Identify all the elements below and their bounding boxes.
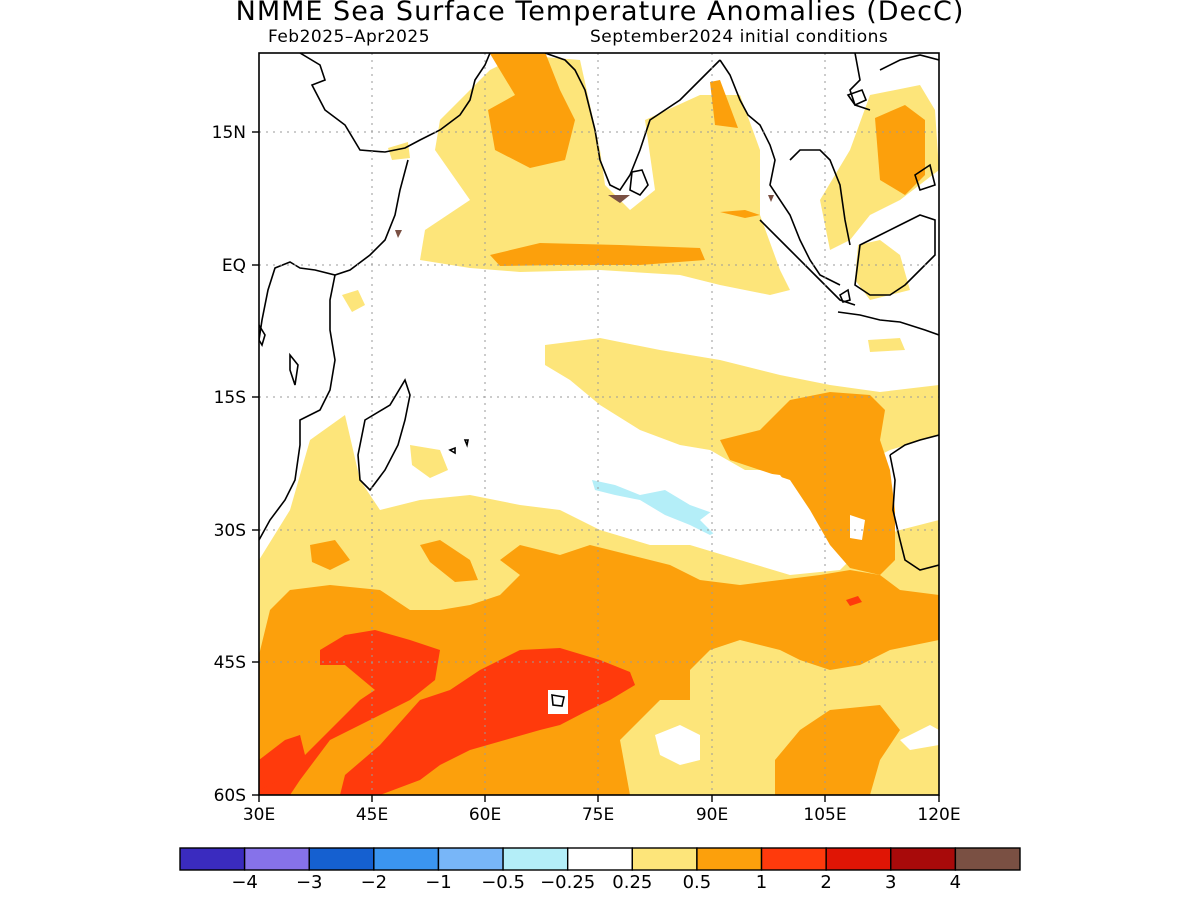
colorbar-label: 0.5 (683, 872, 712, 893)
colorbar-swatch (243, 847, 310, 871)
graticule (259, 53, 939, 795)
lon-label-60e: 60E (469, 805, 501, 825)
lon-label-30e: 30E (243, 805, 275, 825)
colorbar-swatch (890, 847, 957, 871)
colorbar-label: −1 (425, 872, 452, 893)
colorbar-swatch (179, 847, 246, 871)
colorbar-swatch (696, 847, 763, 871)
lat-label-45s: 45S (214, 653, 246, 673)
colorbar-label: 0.25 (612, 872, 652, 893)
lon-label-75e: 75E (582, 805, 614, 825)
forecast-period: Feb2025–Apr2025 (268, 27, 431, 47)
colorbar (179, 847, 1021, 871)
anomaly-region-neg-0.25 (592, 480, 725, 535)
map-title: NMME Sea Surface Temperature Anomalies (… (235, 0, 965, 27)
colorbar-swatch (373, 847, 440, 871)
initial-conditions: September2024 initial conditions (590, 27, 889, 47)
colorbar-swatch (502, 847, 569, 871)
colorbar-label: −0.25 (540, 872, 595, 893)
lat-label-eq: EQ (222, 256, 246, 276)
colorbar-label: −4 (231, 872, 258, 893)
lon-label-120e: 120E (917, 805, 960, 825)
anomaly-spot-brown (395, 230, 402, 238)
colorbar-label: −0.5 (481, 872, 525, 893)
colorbar-label: 4 (950, 872, 961, 893)
colorbar-labels: −4 −3 −2 −1 −0.5 −0.25 0.25 0.5 1 2 3 4 (231, 872, 961, 893)
lat-label-30s: 30S (214, 521, 246, 541)
colorbar-swatch (825, 847, 892, 871)
colorbar-label: 1 (756, 872, 767, 893)
map-frame (258, 52, 940, 796)
anomaly-region-2-3 (259, 596, 862, 795)
lon-label-45e: 45E (356, 805, 388, 825)
colorbar-swatch (566, 847, 634, 871)
lat-label-60s: 60S (214, 786, 246, 806)
colorbar-swatch (308, 847, 375, 871)
coastlines (259, 53, 939, 707)
anomaly-fields (259, 53, 939, 795)
anomaly-spot-brown (768, 195, 774, 202)
lat-label-15s: 15S (214, 388, 246, 408)
colorbar-label: 2 (820, 872, 831, 893)
lon-label-105e: 105E (803, 805, 846, 825)
colorbar-label: 3 (885, 872, 896, 893)
anomaly-spot-brown (608, 195, 630, 203)
colorbar-label: −3 (296, 872, 323, 893)
colorbar-swatch (631, 847, 698, 871)
lon-label-90e: 90E (696, 805, 728, 825)
neutral-patches (548, 470, 939, 765)
colorbar-swatch (437, 847, 504, 871)
axis-ticks (252, 131, 940, 802)
colorbar-swatch (760, 847, 827, 871)
lat-label-15n: 15N (212, 123, 246, 143)
colorbar-swatch (954, 847, 1021, 871)
colorbar-label: −2 (361, 872, 388, 893)
